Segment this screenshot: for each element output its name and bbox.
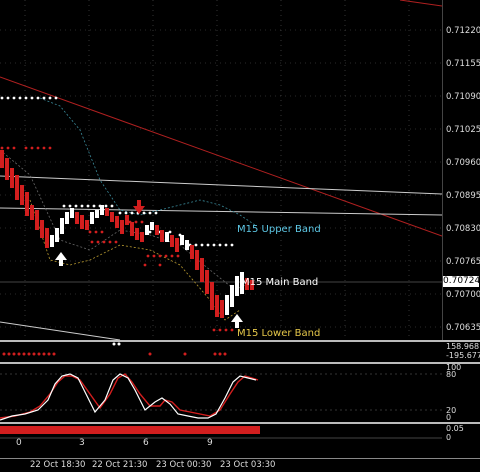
price-tick: 0.71155	[446, 59, 480, 69]
grid	[0, 0, 442, 340]
main-band-label: M15 Main Band	[241, 277, 318, 288]
stoch-signal-line	[0, 373, 259, 419]
price-tick: 0.71220	[446, 26, 480, 36]
price-axis-svg: 0.71220 0.71155 0.71090 0.71025 0.70960 …	[441, 0, 480, 340]
indicator1-axis: 158.9681 -195.6774	[442, 342, 480, 362]
indicator1-svg	[2, 342, 227, 356]
time-axis[interactable]: 22 Oct 18:30 22 Oct 21:30 23 Oct 00:30 2…	[0, 458, 480, 472]
hist-label: 3	[79, 438, 85, 448]
pane-separator[interactable]	[0, 422, 480, 424]
arrow-down-icon	[133, 200, 145, 214]
price-tick: 0.70960	[446, 158, 480, 168]
trendline-red-long[interactable]	[0, 76, 443, 237]
trendline-white-3[interactable]	[0, 321, 121, 341]
main-price-chart[interactable]: M15 Upper Band M15 Main Band M15 Lower B…	[0, 0, 443, 341]
price-tick: 0.70895	[446, 191, 480, 201]
indicator1-value-2: -195.6774	[446, 351, 480, 360]
time-label: 23 Oct 00:30	[156, 460, 212, 470]
price-tick: 0.70765	[446, 257, 480, 267]
stochastic-pane[interactable]	[0, 364, 442, 422]
stoch-level-80: 80	[446, 370, 457, 379]
support-dots	[0, 146, 234, 332]
resistance-dots	[0, 96, 234, 247]
time-label: 23 Oct 03:30	[220, 460, 276, 470]
histogram-axis: 0.05 0	[442, 424, 480, 458]
price-tick: 0.70830	[446, 224, 480, 234]
arrow-up-icon	[55, 252, 67, 266]
price-tick: 0.70700	[446, 290, 480, 300]
time-label: 22 Oct 21:30	[92, 460, 148, 470]
current-price-tag: 0.70724	[443, 276, 480, 287]
stoch-level-0: 0	[446, 413, 452, 422]
trendline-red-top[interactable]	[399, 0, 443, 7]
stochastic-svg	[0, 373, 442, 421]
pane-separator[interactable]	[0, 362, 480, 364]
indicator-pane-1[interactable]	[0, 342, 442, 362]
hist-level-0.05: 0.05	[446, 424, 464, 433]
arrow-up-icon	[231, 314, 243, 328]
histogram-pane[interactable]: 0 3 6 9	[0, 424, 442, 458]
price-tick: 0.70635	[446, 323, 480, 333]
upper-band-line	[39, 97, 256, 226]
price-axis[interactable]: 0.71220 0.71155 0.71090 0.71025 0.70960 …	[441, 0, 480, 340]
hist-label: 0	[16, 438, 22, 448]
hist-label: 6	[143, 438, 149, 448]
price-tick: 0.71025	[446, 125, 480, 135]
pane-separator[interactable]	[0, 340, 480, 342]
hist-label: 9	[207, 438, 213, 448]
histogram-bar	[0, 426, 260, 434]
main-chart-svg: M15 Upper Band M15 Main Band M15 Lower B…	[0, 0, 443, 341]
stoch-level-100: 100	[446, 363, 462, 372]
hist-level-0: 0	[446, 433, 452, 442]
time-label: 22 Oct 18:30	[30, 460, 86, 470]
stoch-main-line	[0, 373, 257, 421]
lower-band-label: M15 Lower Band	[237, 328, 320, 339]
trendline-white-1[interactable]	[0, 175, 443, 195]
candles[interactable]	[0, 150, 254, 318]
stoch-level-20: 20	[446, 406, 457, 415]
price-tick: 0.71090	[446, 92, 480, 102]
indicator1-value-1: 158.9681	[446, 342, 480, 351]
histogram-svg: 0 3 6 9	[0, 426, 442, 448]
stochastic-axis: 100 80 20 0	[442, 363, 480, 422]
upper-band-label: M15 Upper Band	[237, 224, 321, 235]
